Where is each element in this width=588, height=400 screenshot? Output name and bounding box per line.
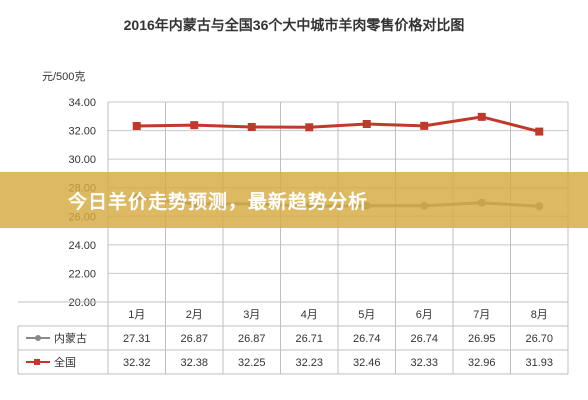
data-value-cell: 26.95 [468, 333, 496, 345]
data-point [362, 120, 371, 128]
series-line-全国 [136, 115, 540, 134]
data-point [535, 127, 544, 136]
data-point [305, 123, 314, 132]
data-value-cell: 26.87 [238, 333, 266, 345]
legend-key-marker [35, 335, 41, 341]
data-value-cell: 32.46 [353, 357, 381, 369]
y-tick-label: 34.00 [68, 97, 96, 109]
legend-key-marker [34, 359, 40, 365]
y-tick-label: 24.00 [68, 240, 96, 252]
y-tick-label: 22.00 [68, 268, 96, 280]
x-category-label: 6月 [416, 309, 433, 321]
data-value-cell: 32.23 [295, 357, 323, 369]
x-category-label: 4月 [301, 309, 318, 321]
data-point [190, 121, 199, 130]
chart-title: 2016年内蒙古与全国36个大中城市羊肉零售价格对比图 [124, 17, 465, 33]
legend-series-name: 内蒙古 [54, 331, 87, 345]
data-point [477, 112, 486, 121]
x-category-label: 7月 [473, 309, 490, 321]
x-category-label: 3月 [243, 309, 260, 321]
data-value-cell: 26.71 [295, 333, 323, 345]
data-point [132, 122, 141, 130]
headline-banner: 今日羊价走势预测，最新趋势分析 [0, 172, 588, 228]
legend-series-name: 全国 [54, 355, 76, 369]
data-value-cell: 32.25 [238, 357, 266, 369]
data-point [420, 121, 429, 130]
y-axis-unit-label: 元/500克 [42, 70, 85, 83]
data-value-cell: 31.93 [525, 357, 553, 369]
x-category-label: 5月 [358, 309, 375, 321]
data-value-cell: 27.31 [123, 333, 151, 345]
x-category-label: 2月 [186, 309, 203, 321]
data-value-cell: 26.74 [353, 333, 381, 345]
data-value-cell: 26.70 [525, 333, 553, 345]
x-category-label: 1月 [128, 309, 145, 321]
data-value-cell: 26.87 [180, 333, 208, 345]
y-tick-label: 30.00 [68, 154, 96, 166]
data-value-cell: 26.74 [410, 333, 438, 345]
data-value-cell: 32.32 [123, 357, 151, 369]
data-value-cell: 32.38 [180, 357, 208, 369]
headline-text: 今日羊价走势预测，最新趋势分析 [68, 191, 369, 213]
x-category-label: 8月 [531, 309, 548, 321]
data-value-cell: 32.33 [410, 357, 438, 369]
data-point [247, 123, 256, 131]
data-value-cell: 32.96 [468, 357, 496, 369]
y-tick-label: 32.00 [68, 126, 96, 138]
y-tick-label: 20.00 [68, 297, 96, 309]
